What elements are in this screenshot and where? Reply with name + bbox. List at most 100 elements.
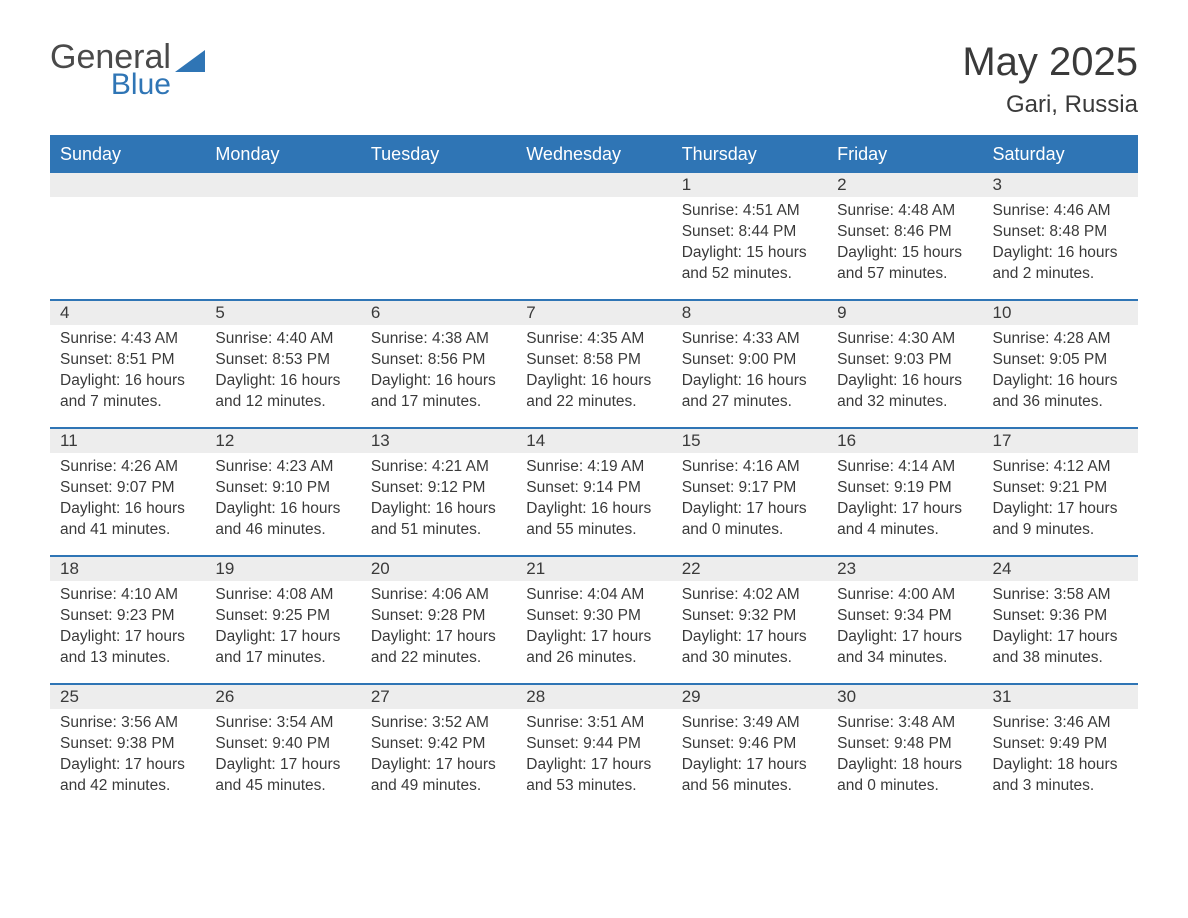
day-details: Sunrise: 4:16 AMSunset: 9:17 PMDaylight:… xyxy=(672,453,827,551)
logo-triangle-icon xyxy=(175,46,205,77)
sunrise-line: Sunrise: 4:04 AM xyxy=(526,585,661,606)
sunset-line: Sunset: 9:34 PM xyxy=(837,606,972,627)
day-number: 25 xyxy=(50,685,205,709)
calendar-day-cell: 13Sunrise: 4:21 AMSunset: 9:12 PMDayligh… xyxy=(361,428,516,556)
day-number: 9 xyxy=(827,301,982,325)
day-number: 7 xyxy=(516,301,671,325)
calendar-day-cell: 23Sunrise: 4:00 AMSunset: 9:34 PMDayligh… xyxy=(827,556,982,684)
month-title: May 2025 xyxy=(962,40,1138,85)
sunset-line: Sunset: 8:51 PM xyxy=(60,350,195,371)
day-number: 14 xyxy=(516,429,671,453)
sunrise-line: Sunrise: 3:46 AM xyxy=(993,713,1128,734)
sunset-line: Sunset: 9:21 PM xyxy=(993,478,1128,499)
weekday-header: Monday xyxy=(205,137,360,173)
sunset-line: Sunset: 8:44 PM xyxy=(682,222,817,243)
sunrise-line: Sunrise: 4:14 AM xyxy=(837,457,972,478)
sunset-line: Sunset: 9:05 PM xyxy=(993,350,1128,371)
day-details: Sunrise: 3:52 AMSunset: 9:42 PMDaylight:… xyxy=(361,709,516,807)
calendar-day-cell: 7Sunrise: 4:35 AMSunset: 8:58 PMDaylight… xyxy=(516,300,671,428)
sunrise-line: Sunrise: 4:51 AM xyxy=(682,201,817,222)
day-details: Sunrise: 3:48 AMSunset: 9:48 PMDaylight:… xyxy=(827,709,982,807)
sunrise-line: Sunrise: 4:26 AM xyxy=(60,457,195,478)
day-number: 22 xyxy=(672,557,827,581)
calendar-day-cell: 16Sunrise: 4:14 AMSunset: 9:19 PMDayligh… xyxy=(827,428,982,556)
title-block: May 2025 Gari, Russia xyxy=(962,40,1138,131)
sunset-line: Sunset: 9:38 PM xyxy=(60,734,195,755)
calendar-week-row: 1Sunrise: 4:51 AMSunset: 8:44 PMDaylight… xyxy=(50,172,1138,300)
sunrise-line: Sunrise: 4:16 AM xyxy=(682,457,817,478)
logo-text: General Blue xyxy=(50,40,171,100)
day-details: Sunrise: 4:38 AMSunset: 8:56 PMDaylight:… xyxy=(361,325,516,423)
weekday-header: Saturday xyxy=(983,137,1138,173)
weekday-header: Sunday xyxy=(50,137,205,173)
calendar-day-cell: 6Sunrise: 4:38 AMSunset: 8:56 PMDaylight… xyxy=(361,300,516,428)
day-number: 6 xyxy=(361,301,516,325)
day-number: 5 xyxy=(205,301,360,325)
calendar-day-cell: 26Sunrise: 3:54 AMSunset: 9:40 PMDayligh… xyxy=(205,684,360,812)
day-number xyxy=(516,173,671,197)
sunset-line: Sunset: 8:48 PM xyxy=(993,222,1128,243)
sunset-line: Sunset: 9:30 PM xyxy=(526,606,661,627)
day-number: 2 xyxy=(827,173,982,197)
sunset-line: Sunset: 9:44 PM xyxy=(526,734,661,755)
day-number: 19 xyxy=(205,557,360,581)
calendar-day-cell: 4Sunrise: 4:43 AMSunset: 8:51 PMDaylight… xyxy=(50,300,205,428)
day-details: Sunrise: 4:12 AMSunset: 9:21 PMDaylight:… xyxy=(983,453,1138,551)
day-number: 12 xyxy=(205,429,360,453)
daylight-line: Daylight: 18 hours and 3 minutes. xyxy=(993,755,1128,797)
daylight-line: Daylight: 17 hours and 0 minutes. xyxy=(682,499,817,541)
calendar-day-cell: 9Sunrise: 4:30 AMSunset: 9:03 PMDaylight… xyxy=(827,300,982,428)
calendar-header-row: SundayMondayTuesdayWednesdayThursdayFrid… xyxy=(50,137,1138,173)
sunset-line: Sunset: 9:46 PM xyxy=(682,734,817,755)
day-number: 3 xyxy=(983,173,1138,197)
daylight-line: Daylight: 15 hours and 57 minutes. xyxy=(837,243,972,285)
daylight-line: Daylight: 17 hours and 30 minutes. xyxy=(682,627,817,669)
calendar-table: SundayMondayTuesdayWednesdayThursdayFrid… xyxy=(50,135,1138,812)
daylight-line: Daylight: 16 hours and 41 minutes. xyxy=(60,499,195,541)
daylight-line: Daylight: 16 hours and 51 minutes. xyxy=(371,499,506,541)
weekday-header: Wednesday xyxy=(516,137,671,173)
daylight-line: Daylight: 16 hours and 32 minutes. xyxy=(837,371,972,413)
daylight-line: Daylight: 17 hours and 26 minutes. xyxy=(526,627,661,669)
sunset-line: Sunset: 8:53 PM xyxy=(215,350,350,371)
daylight-line: Daylight: 17 hours and 56 minutes. xyxy=(682,755,817,797)
sunset-line: Sunset: 9:03 PM xyxy=(837,350,972,371)
sunrise-line: Sunrise: 4:12 AM xyxy=(993,457,1128,478)
sunrise-line: Sunrise: 3:58 AM xyxy=(993,585,1128,606)
daylight-line: Daylight: 17 hours and 9 minutes. xyxy=(993,499,1128,541)
day-number: 13 xyxy=(361,429,516,453)
sunset-line: Sunset: 9:12 PM xyxy=(371,478,506,499)
day-number xyxy=(205,173,360,197)
weekday-header: Thursday xyxy=(672,137,827,173)
sunrise-line: Sunrise: 4:33 AM xyxy=(682,329,817,350)
day-details: Sunrise: 4:30 AMSunset: 9:03 PMDaylight:… xyxy=(827,325,982,423)
daylight-line: Daylight: 17 hours and 42 minutes. xyxy=(60,755,195,797)
calendar-day-cell: 21Sunrise: 4:04 AMSunset: 9:30 PMDayligh… xyxy=(516,556,671,684)
calendar-day-cell: 10Sunrise: 4:28 AMSunset: 9:05 PMDayligh… xyxy=(983,300,1138,428)
day-details: Sunrise: 4:02 AMSunset: 9:32 PMDaylight:… xyxy=(672,581,827,679)
day-details: Sunrise: 3:58 AMSunset: 9:36 PMDaylight:… xyxy=(983,581,1138,679)
sunset-line: Sunset: 9:25 PM xyxy=(215,606,350,627)
daylight-line: Daylight: 15 hours and 52 minutes. xyxy=(682,243,817,285)
day-number: 26 xyxy=(205,685,360,709)
day-details: Sunrise: 4:08 AMSunset: 9:25 PMDaylight:… xyxy=(205,581,360,679)
day-details: Sunrise: 4:40 AMSunset: 8:53 PMDaylight:… xyxy=(205,325,360,423)
day-details: Sunrise: 4:48 AMSunset: 8:46 PMDaylight:… xyxy=(827,197,982,295)
calendar-week-row: 18Sunrise: 4:10 AMSunset: 9:23 PMDayligh… xyxy=(50,556,1138,684)
daylight-line: Daylight: 16 hours and 2 minutes. xyxy=(993,243,1128,285)
calendar-day-cell xyxy=(516,172,671,300)
calendar-day-cell: 14Sunrise: 4:19 AMSunset: 9:14 PMDayligh… xyxy=(516,428,671,556)
calendar-day-cell: 31Sunrise: 3:46 AMSunset: 9:49 PMDayligh… xyxy=(983,684,1138,812)
sunrise-line: Sunrise: 3:52 AM xyxy=(371,713,506,734)
sunset-line: Sunset: 9:10 PM xyxy=(215,478,350,499)
location: Gari, Russia xyxy=(962,91,1138,119)
sunrise-line: Sunrise: 4:30 AM xyxy=(837,329,972,350)
calendar-week-row: 4Sunrise: 4:43 AMSunset: 8:51 PMDaylight… xyxy=(50,300,1138,428)
day-number: 18 xyxy=(50,557,205,581)
sunrise-line: Sunrise: 3:54 AM xyxy=(215,713,350,734)
sunset-line: Sunset: 9:19 PM xyxy=(837,478,972,499)
calendar-day-cell: 17Sunrise: 4:12 AMSunset: 9:21 PMDayligh… xyxy=(983,428,1138,556)
sunset-line: Sunset: 9:28 PM xyxy=(371,606,506,627)
sunrise-line: Sunrise: 4:38 AM xyxy=(371,329,506,350)
sunrise-line: Sunrise: 4:06 AM xyxy=(371,585,506,606)
